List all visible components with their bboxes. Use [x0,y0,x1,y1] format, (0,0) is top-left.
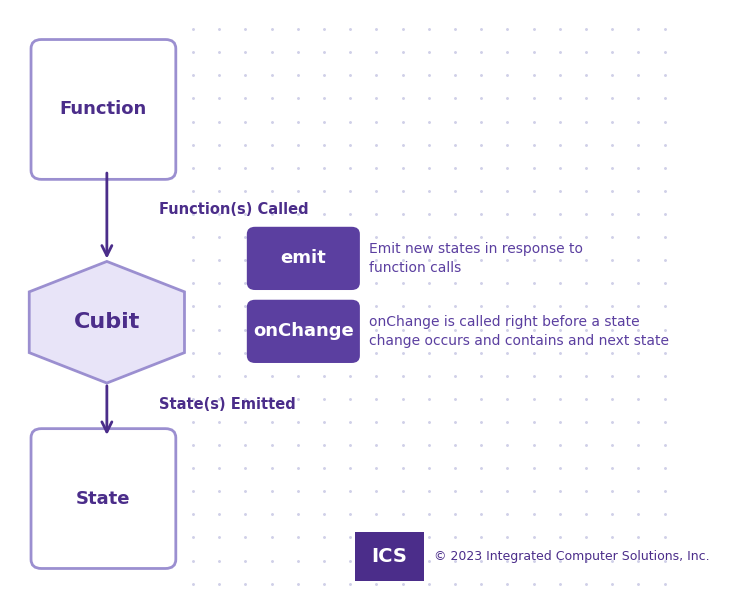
FancyBboxPatch shape [355,532,424,581]
Text: © 2023 Integrated Computer Solutions, Inc.: © 2023 Integrated Computer Solutions, In… [434,550,710,563]
Text: onChange: onChange [253,322,354,340]
Text: emit: emit [280,249,326,268]
Text: onChange is called right before a state
change occurs and contains and next stat: onChange is called right before a state … [369,314,669,348]
Text: State(s) Emitted: State(s) Emitted [158,397,296,412]
Text: ICS: ICS [371,547,407,566]
Text: Emit new states in response to
function calls: Emit new states in response to function … [369,241,583,275]
FancyBboxPatch shape [247,300,360,363]
FancyBboxPatch shape [31,40,176,179]
Text: State: State [76,489,130,508]
FancyBboxPatch shape [247,227,360,290]
Text: Cubit: Cubit [74,313,140,332]
Text: Function(s) Called: Function(s) Called [158,202,308,217]
FancyBboxPatch shape [31,429,176,568]
Text: Function: Function [60,100,147,119]
Polygon shape [29,261,184,383]
